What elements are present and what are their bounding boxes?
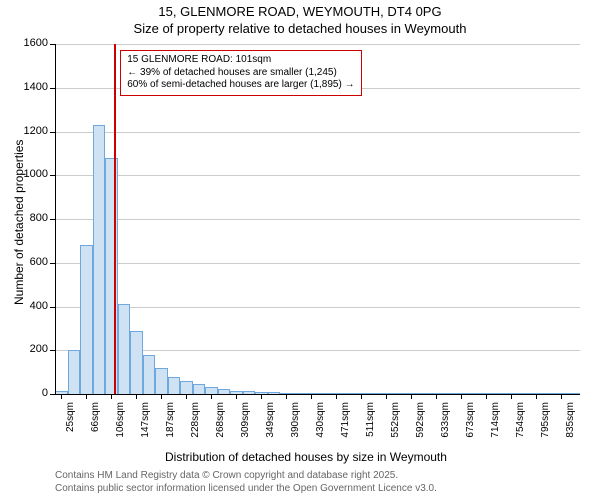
gridline — [55, 219, 580, 220]
ytick-label: 1200 — [13, 125, 48, 137]
histogram-bar — [155, 368, 168, 394]
histogram-bar — [68, 350, 81, 394]
xtick-label: 390sqm — [290, 402, 301, 444]
ytick-label: 200 — [13, 343, 48, 355]
xtick-label: 835sqm — [565, 402, 576, 444]
reference-line — [114, 44, 116, 394]
xtick-label: 471sqm — [340, 402, 351, 444]
footer-line-2: Contains public sector information licen… — [55, 483, 437, 494]
xtick-label: 106sqm — [115, 402, 126, 444]
histogram-bar — [93, 125, 106, 394]
xtick-label: 592sqm — [415, 402, 426, 444]
xtick-label: 673sqm — [465, 402, 476, 444]
ytick-label: 1400 — [13, 81, 48, 93]
xtick-label: 511sqm — [365, 402, 376, 444]
gridline — [55, 307, 580, 308]
histogram-bar — [130, 331, 143, 394]
ytick-label: 1600 — [13, 37, 48, 49]
histogram-bar — [180, 381, 193, 394]
xtick-label: 552sqm — [390, 402, 401, 444]
ytick-label: 1000 — [13, 168, 48, 180]
chart-title: 15, GLENMORE ROAD, WEYMOUTH, DT4 0PG — [0, 4, 600, 19]
xtick-label: 349sqm — [265, 402, 276, 444]
xtick-label: 714sqm — [490, 402, 501, 444]
x-axis-line — [55, 394, 580, 395]
y-axis-line — [55, 44, 56, 394]
footer-line-1: Contains HM Land Registry data © Crown c… — [55, 470, 398, 481]
xtick-label: 795sqm — [540, 402, 551, 444]
plot-area: 0200400600800100012001400160025sqm66sqm1… — [55, 44, 580, 394]
annotation-line: 15 GLENMORE ROAD: 101sqm — [127, 54, 354, 67]
ytick-label: 400 — [13, 300, 48, 312]
xtick-label: 187sqm — [165, 402, 176, 444]
ytick-label: 600 — [13, 256, 48, 268]
histogram-bar — [143, 355, 156, 394]
xtick-label: 228sqm — [190, 402, 201, 444]
chart-container: 15, GLENMORE ROAD, WEYMOUTH, DT4 0PG Siz… — [0, 0, 600, 500]
xtick-label: 268sqm — [215, 402, 226, 444]
histogram-bar — [80, 245, 93, 394]
histogram-bar — [193, 384, 206, 394]
gridline — [55, 44, 580, 45]
annotation-line: ← 39% of detached houses are smaller (1,… — [127, 67, 354, 80]
histogram-bar — [168, 377, 181, 395]
xtick-label: 66sqm — [90, 402, 101, 444]
annotation-line: 60% of semi-detached houses are larger (… — [127, 79, 354, 92]
xtick-label: 430sqm — [315, 402, 326, 444]
xtick-label: 309sqm — [240, 402, 251, 444]
gridline — [55, 175, 580, 176]
xtick-label: 633sqm — [440, 402, 451, 444]
x-axis-label: Distribution of detached houses by size … — [165, 450, 447, 464]
xtick-label: 754sqm — [515, 402, 526, 444]
histogram-bar — [118, 304, 131, 394]
gridline — [55, 132, 580, 133]
chart-subtitle: Size of property relative to detached ho… — [0, 21, 600, 36]
xtick-label: 147sqm — [140, 402, 151, 444]
annotation-box: 15 GLENMORE ROAD: 101sqm← 39% of detache… — [120, 50, 361, 96]
ytick-label: 800 — [13, 212, 48, 224]
gridline — [55, 263, 580, 264]
ytick-label: 0 — [13, 387, 48, 399]
xtick-label: 25sqm — [65, 402, 76, 444]
